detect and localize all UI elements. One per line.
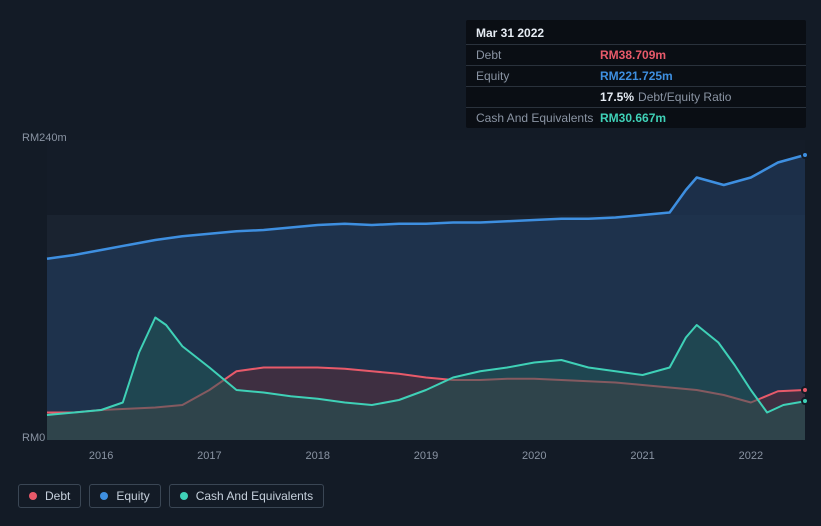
tooltip-row-suffix: Debt/Equity Ratio [638,90,731,104]
y-axis-tick: RM240m [22,132,67,144]
legend-swatch [100,492,108,500]
legend-swatch [180,492,188,500]
legend-label: Debt [45,489,70,503]
x-axis-tick: 2016 [89,450,113,462]
x-axis-tick: 2021 [630,450,654,462]
series-end-dot-equity [801,151,809,159]
tooltip-row-value: RM30.667m [600,111,666,125]
chart-canvas: Mar 31 2022 DebtRM38.709mEquityRM221.725… [0,0,821,526]
series-end-dot-cash [801,397,809,405]
x-axis-tick: 2020 [522,450,546,462]
tooltip-row-value: RM38.709m [600,48,666,62]
legend-label: Equity [116,489,149,503]
legend-swatch [29,492,37,500]
tooltip-row-value: 17.5%Debt/Equity Ratio [600,90,731,104]
legend-label: Cash And Equivalents [196,489,313,503]
tooltip-row-label: Equity [476,69,600,83]
x-axis-tick: 2018 [305,450,329,462]
legend-item-equity[interactable]: Equity [89,484,160,508]
tooltip-date: Mar 31 2022 [466,20,806,45]
tooltip-row-label: Cash And Equivalents [476,111,600,125]
x-axis-tick: 2022 [739,450,763,462]
legend-item-debt[interactable]: Debt [18,484,81,508]
tooltip-row-label [476,90,600,104]
tooltip-row: EquityRM221.725m [466,66,806,87]
tooltip-row: Cash And EquivalentsRM30.667m [466,108,806,128]
y-axis-tick: RM0 [22,432,45,444]
tooltip-row: 17.5%Debt/Equity Ratio [466,87,806,108]
x-axis-tick: 2019 [414,450,438,462]
series-end-dot-debt [801,386,809,394]
tooltip-row: DebtRM38.709m [466,45,806,66]
chart-svg [47,140,805,440]
tooltip-row-value: RM221.725m [600,69,673,83]
legend: Debt Equity Cash And Equivalents [18,484,324,508]
chart-tooltip: Mar 31 2022 DebtRM38.709mEquityRM221.725… [466,20,806,128]
tooltip-row-label: Debt [476,48,600,62]
legend-item-cash[interactable]: Cash And Equivalents [169,484,324,508]
x-axis-tick: 2017 [197,450,221,462]
